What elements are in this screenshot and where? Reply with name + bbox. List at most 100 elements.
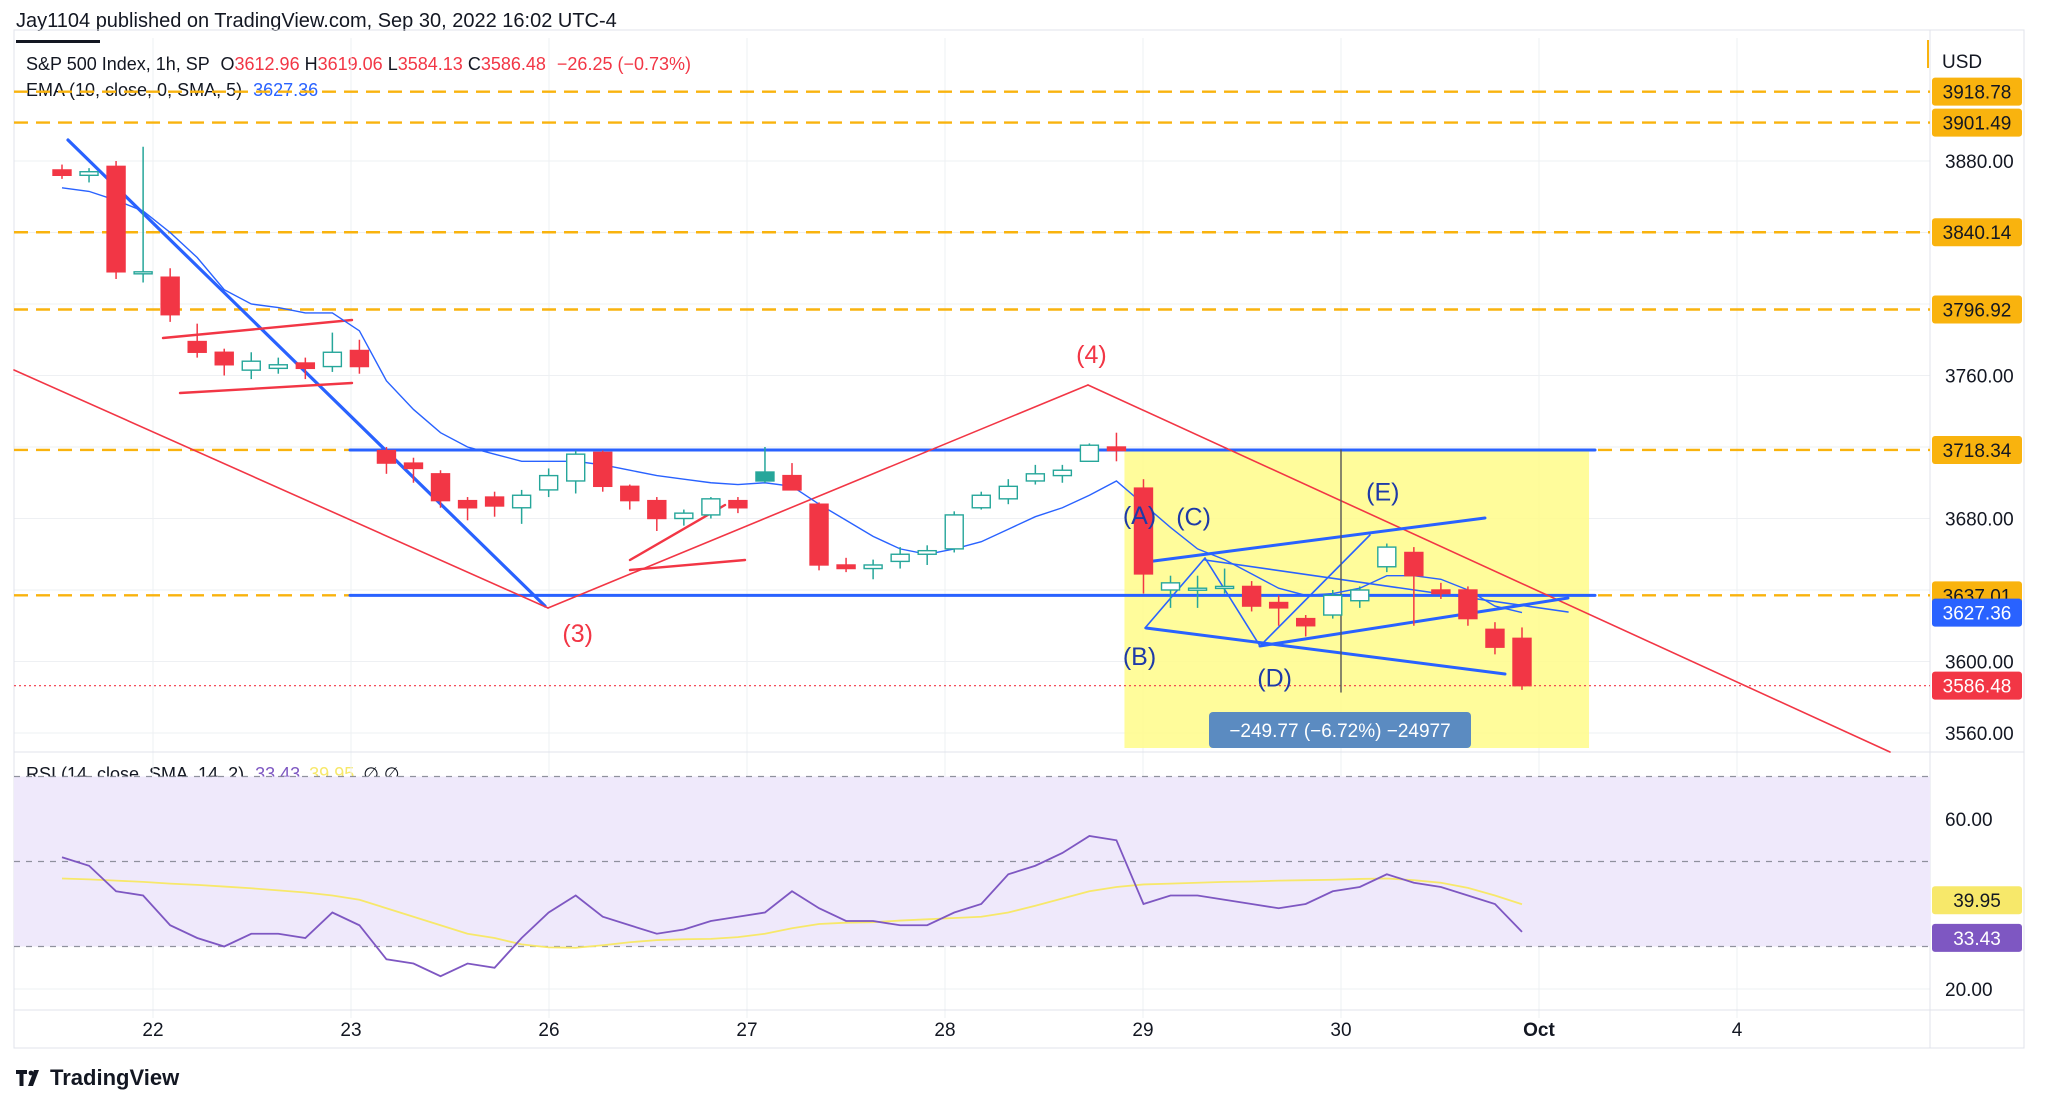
candle[interactable] (1296, 615, 1316, 637)
wave-line (1087, 384, 1891, 753)
candle[interactable] (701, 497, 721, 519)
candle[interactable] (944, 511, 964, 553)
candle-body (214, 351, 234, 366)
brand-label: TradingView (50, 1065, 180, 1090)
candle[interactable] (593, 450, 613, 492)
candle[interactable] (998, 479, 1018, 505)
candle[interactable] (1160, 575, 1181, 608)
candle[interactable] (1431, 582, 1451, 599)
candle[interactable] (1079, 443, 1100, 462)
candle[interactable] (457, 497, 478, 521)
candle[interactable] (1268, 595, 1289, 626)
candle[interactable] (647, 497, 667, 532)
candle[interactable] (1485, 622, 1505, 655)
candle[interactable] (241, 352, 261, 380)
candle[interactable] (1106, 432, 1127, 462)
price-tag-label: 3918.78 (1943, 83, 2012, 104)
candle[interactable] (1323, 590, 1343, 619)
candle[interactable] (1052, 464, 1073, 483)
candlesticks[interactable] (52, 146, 1532, 690)
candle[interactable] (538, 468, 559, 498)
publisher-line: Jay1104 published on TradingView.com, Se… (16, 10, 617, 32)
change-value: −26.25 (−0.73%) (556, 54, 692, 74)
candle-body (1106, 446, 1127, 452)
candle[interactable] (1458, 586, 1478, 626)
candle[interactable] (728, 497, 748, 514)
candle[interactable] (187, 323, 207, 358)
price-tag (1932, 598, 2022, 627)
candle[interactable] (133, 146, 153, 283)
candle[interactable] (295, 357, 316, 380)
measure-tool: −249.77 (−6.72%) −24977 (1209, 712, 1471, 748)
candle[interactable] (484, 491, 505, 517)
candle-body (890, 553, 910, 563)
candle[interactable] (403, 457, 424, 483)
time-tick-label: 27 (736, 1020, 757, 1041)
candle-body (1512, 637, 1532, 687)
candle[interactable] (836, 557, 856, 573)
publisher-underline (16, 40, 100, 43)
wave-label: (3) (562, 620, 593, 648)
candle[interactable] (890, 547, 910, 569)
candle-body (322, 351, 343, 368)
candle-body (1323, 594, 1343, 616)
candle[interactable] (106, 161, 126, 279)
candle[interactable] (214, 348, 234, 376)
price-tag (1932, 295, 2022, 324)
candle[interactable] (1241, 581, 1262, 612)
candle[interactable] (1133, 479, 1154, 594)
candle[interactable] (674, 509, 694, 526)
candle-body (755, 471, 775, 482)
candle[interactable] (511, 489, 532, 524)
candle[interactable] (1350, 586, 1370, 608)
candle-body (1431, 589, 1451, 595)
symbol-name: S&P 500 Index, 1h, SP (26, 54, 210, 74)
measure-label: −249.77 (−6.72%) −24977 (1229, 721, 1450, 742)
candle-body (1133, 487, 1154, 575)
candle[interactable] (376, 447, 397, 474)
candle-body (1404, 551, 1424, 577)
candle[interactable] (809, 502, 829, 571)
time-tick-label: 26 (538, 1020, 559, 1041)
price-tag-label: 3901.49 (1943, 114, 2012, 135)
candle[interactable] (349, 339, 370, 374)
candle[interactable] (1404, 547, 1424, 626)
candle[interactable] (430, 470, 451, 508)
candle[interactable] (1512, 627, 1532, 690)
rsi-line (61, 835, 1523, 978)
candle[interactable] (620, 484, 640, 510)
candle[interactable] (863, 559, 883, 580)
candle[interactable] (79, 168, 99, 183)
candle-body (971, 494, 991, 509)
open-label: O (220, 54, 235, 74)
candle[interactable] (1377, 543, 1397, 573)
candle-body (1377, 546, 1397, 568)
candle-body (701, 498, 721, 516)
candle[interactable] (1187, 575, 1208, 608)
ema-value: 3627.36 (253, 80, 319, 100)
candle[interactable] (1025, 464, 1046, 485)
candle[interactable] (52, 164, 72, 179)
candle-body (484, 496, 505, 507)
triangle-inner-line (1204, 559, 1569, 613)
flag-upper-line (161, 318, 354, 340)
candle[interactable] (322, 332, 343, 372)
candle[interactable] (160, 268, 180, 322)
high-value: 3619.06 (317, 54, 383, 74)
wave-label: (D) (1257, 665, 1292, 693)
candle[interactable] (1214, 568, 1235, 594)
wave-label: (C) (1176, 504, 1211, 532)
candle[interactable] (566, 450, 586, 494)
candle[interactable] (917, 545, 937, 565)
candle[interactable] (971, 491, 991, 510)
candle-body (1296, 617, 1316, 627)
candle-body (1350, 589, 1370, 602)
candle-body (376, 449, 397, 464)
candle[interactable] (268, 357, 288, 374)
candle[interactable] (782, 463, 802, 491)
price-tag (1932, 671, 2022, 700)
candle-body (1160, 582, 1181, 591)
candle[interactable] (755, 447, 775, 483)
close-value: 3586.48 (480, 54, 546, 74)
